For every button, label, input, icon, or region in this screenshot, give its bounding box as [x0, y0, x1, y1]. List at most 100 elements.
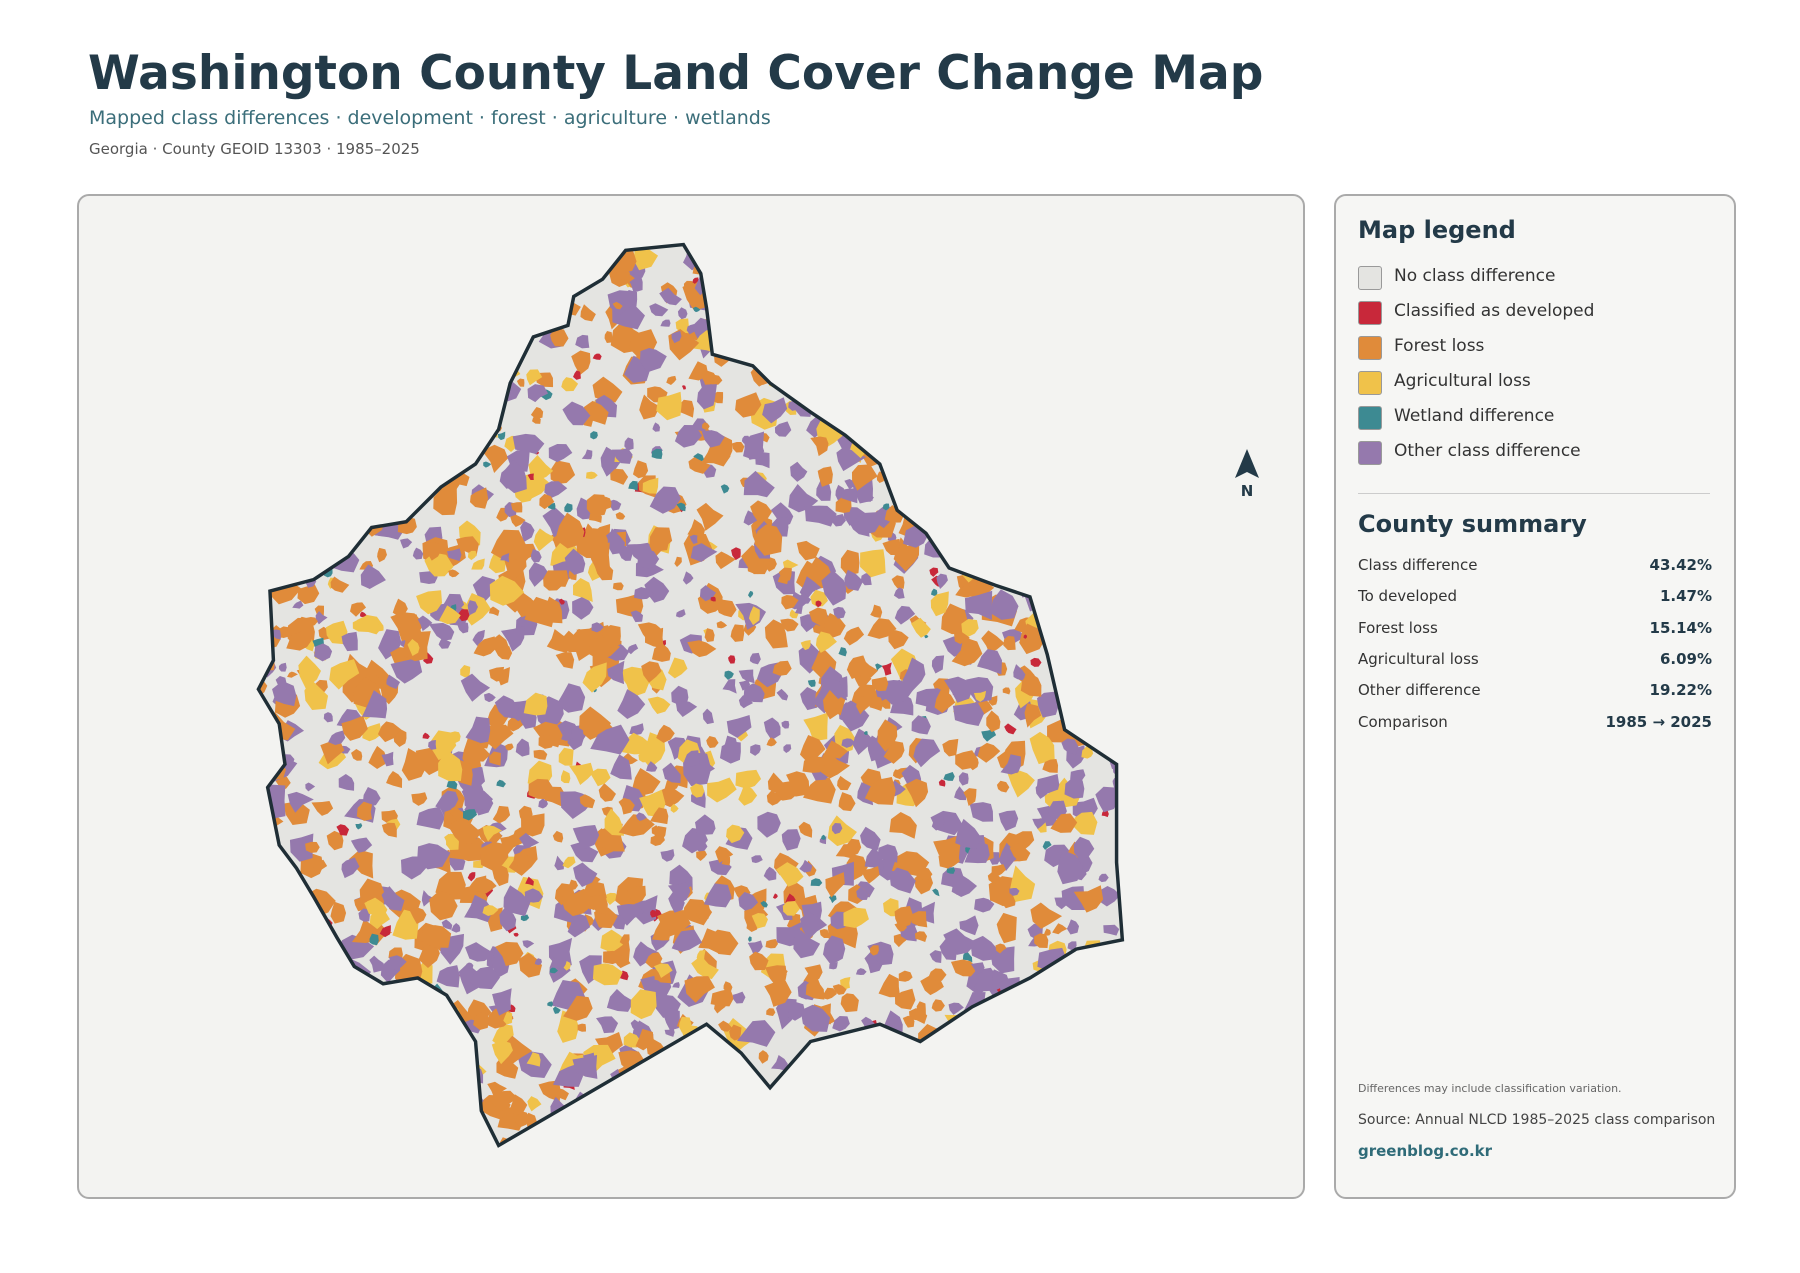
land-patch — [460, 673, 491, 702]
land-patch — [992, 405, 1015, 426]
land-patch — [390, 261, 417, 293]
land-patch — [988, 558, 1003, 569]
land-patch — [907, 1084, 913, 1092]
land-patch — [732, 991, 746, 1004]
land-patch — [770, 1055, 788, 1072]
land-patch — [923, 1095, 935, 1109]
land-patch — [1027, 514, 1050, 539]
land-patch — [341, 631, 358, 652]
land-patch — [925, 387, 957, 417]
land-patch — [746, 1127, 771, 1146]
credit: greenblog.co.kr — [1358, 1142, 1493, 1160]
land-patch — [1073, 505, 1098, 533]
land-patch — [549, 957, 571, 983]
land-patch — [1049, 417, 1075, 438]
land-patch — [292, 600, 304, 609]
land-patch — [547, 1001, 554, 1007]
land-patch — [651, 642, 671, 662]
land-patch — [271, 988, 303, 1025]
land-patch — [607, 290, 636, 316]
land-patch — [381, 751, 394, 767]
land-patch — [905, 1100, 918, 1112]
land-patch — [743, 683, 765, 703]
land-patch — [878, 973, 901, 998]
land-patch — [984, 523, 1009, 548]
land-patch — [383, 1045, 402, 1065]
land-patch — [377, 721, 401, 743]
land-patch — [814, 1110, 836, 1135]
land-patch — [669, 1080, 691, 1098]
land-patch — [791, 350, 824, 374]
land-patch — [776, 688, 789, 701]
land-patch — [554, 855, 565, 871]
land-patch — [427, 244, 446, 251]
land-patch — [853, 393, 870, 406]
land-patch — [304, 999, 331, 1023]
land-patch — [429, 1128, 443, 1146]
land-patch — [1035, 1106, 1046, 1117]
land-patch — [869, 945, 879, 956]
land-patch — [1077, 434, 1105, 461]
land-patch — [390, 637, 400, 651]
land-patch — [492, 864, 509, 887]
land-patch — [1073, 811, 1098, 835]
land-patch — [1077, 995, 1088, 1008]
land-patch — [523, 263, 538, 279]
land-patch — [1063, 965, 1079, 981]
land-patch — [959, 915, 979, 936]
land-patch — [327, 948, 336, 958]
land-patch — [875, 351, 887, 360]
land-patch — [258, 761, 267, 784]
land-patch — [709, 1037, 724, 1055]
land-patch — [929, 287, 958, 315]
land-patch — [503, 1035, 533, 1064]
land-patch — [355, 823, 363, 830]
land-patch — [1015, 467, 1028, 482]
land-patch — [422, 255, 434, 265]
land-patch — [263, 539, 279, 561]
land-patch — [360, 611, 367, 618]
land-patch — [377, 1120, 395, 1139]
land-patch — [264, 278, 285, 302]
land-patch — [844, 569, 864, 591]
land-patch — [288, 320, 303, 336]
land-patch — [1034, 1029, 1052, 1047]
land-patch — [258, 1096, 267, 1105]
land-patch — [1010, 454, 1039, 480]
land-patch — [580, 304, 596, 322]
land-patch — [448, 569, 460, 578]
land-patch — [748, 606, 760, 626]
summary-value: 6.09% — [1659, 649, 1712, 668]
land-patch — [986, 710, 1001, 733]
land-patch — [1090, 1005, 1107, 1019]
land-patch — [1068, 968, 1078, 980]
land-patch — [778, 1109, 792, 1123]
land-patch — [289, 833, 314, 862]
land-patch — [627, 885, 646, 904]
land-patch — [856, 695, 876, 715]
land-patch — [1036, 774, 1060, 795]
land-patch — [891, 367, 902, 378]
land-patch — [330, 353, 350, 374]
land-patch — [816, 480, 832, 501]
land-patch — [1108, 378, 1122, 396]
land-patch — [397, 333, 422, 365]
land-patch — [1067, 380, 1093, 403]
land-patch — [277, 539, 301, 558]
land-patch — [606, 988, 635, 1012]
land-patch — [849, 293, 865, 305]
land-patch — [314, 444, 319, 450]
land-patch — [904, 778, 929, 808]
land-patch — [917, 867, 933, 880]
summary-value: 1.47% — [1659, 587, 1712, 606]
land-patch — [781, 720, 790, 729]
land-patch — [403, 496, 417, 510]
land-patch — [356, 801, 373, 821]
land-patch — [934, 688, 956, 714]
land-patch — [464, 962, 474, 969]
land-patch — [709, 374, 723, 386]
land-patch — [282, 973, 296, 989]
land-patch — [1026, 1068, 1036, 1077]
land-patch — [292, 1004, 321, 1029]
land-patch — [819, 1105, 839, 1135]
